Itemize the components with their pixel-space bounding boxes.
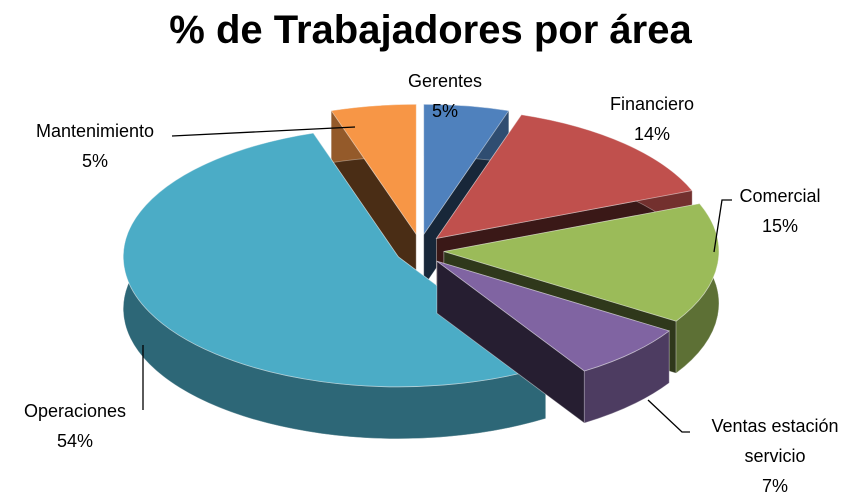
pie-slice bbox=[443, 203, 720, 322]
data-label: Financiero 14% bbox=[582, 89, 722, 149]
data-label: Ventas estación servicio 7% bbox=[700, 411, 850, 493]
chart-title: % de Trabajadores por área bbox=[169, 8, 692, 52]
data-label: Gerentes 5% bbox=[375, 66, 515, 126]
leader-line bbox=[647, 399, 690, 433]
value-label: 5% bbox=[431, 101, 458, 121]
value-label: 54% bbox=[56, 431, 94, 451]
data-label: Mantenimiento 5% bbox=[10, 116, 180, 176]
value-label: 5% bbox=[81, 151, 108, 171]
category-label: Mantenimiento bbox=[35, 121, 155, 141]
category-label: Ventas estación servicio bbox=[711, 416, 839, 466]
value-label: 7% bbox=[761, 476, 788, 493]
pie-slice bbox=[436, 260, 671, 372]
pie-slice bbox=[330, 103, 417, 236]
category-label: Comercial bbox=[739, 186, 821, 206]
category-label: Operaciones bbox=[23, 401, 127, 421]
pie-slice bbox=[435, 114, 693, 239]
leader-line bbox=[713, 199, 732, 253]
category-label: Financiero bbox=[609, 94, 695, 114]
value-label: 14% bbox=[633, 124, 671, 144]
value-label: 15% bbox=[761, 216, 799, 236]
pie-slice bbox=[423, 103, 510, 236]
data-label: Operaciones 54% bbox=[5, 396, 145, 456]
pie-slice bbox=[122, 132, 547, 388]
category-label: Gerentes bbox=[407, 71, 483, 91]
data-label: Comercial 15% bbox=[710, 181, 850, 241]
leader-line bbox=[171, 126, 356, 137]
